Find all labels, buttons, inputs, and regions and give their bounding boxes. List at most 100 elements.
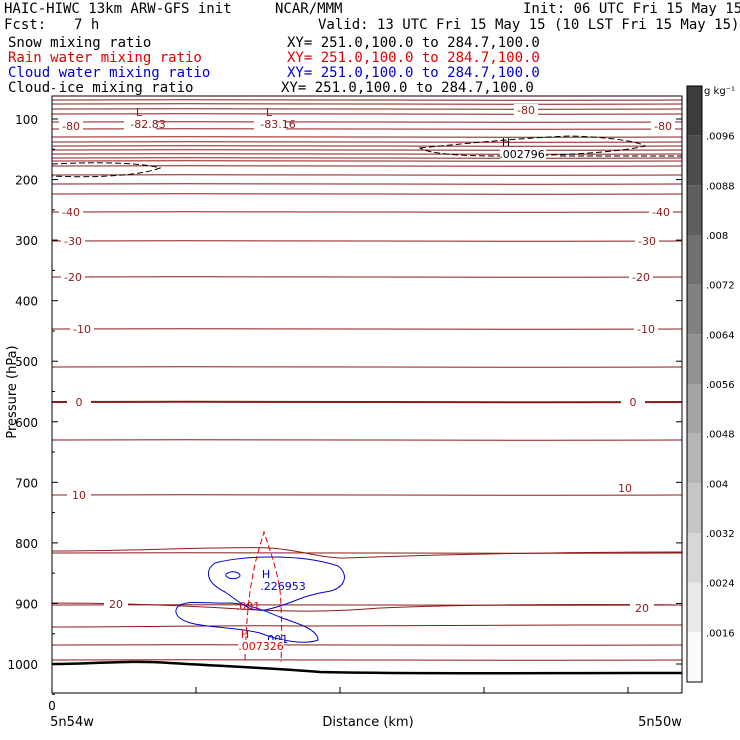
ice-max-marker: H	[502, 136, 510, 149]
temperature-label: -30	[64, 235, 82, 248]
init-time: Init: 06 UTC Fri 15 May 15	[523, 1, 740, 17]
colorbar-tick-label: .0096	[706, 132, 735, 143]
temperature-label-bg	[61, 235, 85, 247]
temperature-label: -20	[632, 271, 650, 284]
y-tick-label: 200	[15, 174, 38, 188]
field-name-snow: Snow mixing ratio	[8, 35, 152, 51]
temperature-label: -10	[637, 323, 655, 336]
cloud-water-max-marker: H	[262, 568, 270, 581]
temperature-label-bg	[67, 489, 91, 501]
temperature-contour-line	[51, 160, 683, 162]
low-value: -82.83	[130, 118, 165, 131]
temperature-label: 20	[109, 598, 123, 611]
colorbar-tick-label: .0056	[706, 380, 735, 391]
temperature-contour-line	[51, 113, 683, 115]
temperature-label-bg	[651, 120, 675, 132]
temperature-contour-line	[51, 439, 683, 441]
x-end-label-right: 5n50w	[638, 715, 682, 730]
colorbar-tick-label: .0032	[706, 529, 735, 540]
temperature-contour-line	[51, 328, 683, 330]
temperature-contour-line	[51, 659, 683, 661]
low-value-bg	[254, 119, 286, 130]
temperature-label: -80	[62, 120, 80, 133]
temperature-contour-line	[51, 108, 683, 110]
temperature-contour-line	[51, 145, 683, 147]
field-xy-rain: XY= 251.0,100.0 to 284.7,100.0	[287, 50, 540, 66]
x-tick-label: 0	[48, 699, 56, 713]
temperature-contour-line	[51, 141, 683, 143]
temperature-contour-line	[51, 149, 683, 151]
temperature-label-bg	[621, 396, 645, 408]
y-tick-label: 1000	[7, 658, 38, 672]
temperature-contour-line	[51, 552, 683, 554]
temperature-contour-line	[51, 103, 683, 105]
field-name-cloud-ice: Cloud ice mixing ratio	[8, 80, 194, 96]
colorbar-tick-label: .0016	[706, 628, 735, 639]
y-axis-title: Pressure (hPa)	[5, 345, 20, 438]
y-tick-label: 700	[15, 476, 38, 490]
y-tick-label: 900	[15, 597, 38, 611]
colorbar-segment	[687, 632, 702, 682]
temperature-contour-line	[51, 624, 683, 628]
temperature-label-bg	[613, 482, 637, 494]
ice-max-value: .002796	[499, 148, 545, 161]
field-xy-snow: XY= 251.0,100.0 to 284.7,100.0	[287, 35, 540, 51]
temperature-label: -30	[638, 235, 656, 248]
ice-max-bg	[500, 148, 546, 159]
temperature-contour-line	[51, 547, 683, 559]
colorbar-tick-label: .0048	[706, 430, 735, 441]
temperature-contours: -80 -80 -80 -40 -40 -30 -30 -20 -20 -10 -10 0 0 10 10 2…	[51, 99, 683, 661]
y-tick-label: 300	[15, 234, 38, 248]
x-end-label-left: 5n54w	[50, 715, 94, 730]
temperature-label-bg	[649, 206, 673, 218]
temperature-contour-line	[51, 276, 683, 278]
low-marker: L	[266, 106, 273, 119]
temperature-label-bg	[635, 235, 659, 247]
y-tick-label: 600	[15, 416, 38, 430]
temperature-label-bg	[634, 323, 658, 335]
rain-water-contour	[244, 530, 283, 663]
colorbar-segment	[687, 135, 702, 186]
colorbar-segment	[687, 433, 702, 484]
temperature-label-bg	[61, 271, 85, 283]
temperature-contour-line	[51, 366, 683, 368]
temperature-label-bg	[629, 271, 653, 283]
low-value-bg	[124, 119, 156, 130]
cloud-water-max-bg	[260, 580, 306, 591]
colorbar-border	[686, 85, 703, 683]
temperature-contour-line	[51, 211, 683, 213]
temperature-contour-line	[51, 602, 683, 612]
temperature-contour-line	[51, 157, 683, 159]
temperature-contour-line	[51, 174, 683, 176]
field-xy-cloud-ice: XY= 251.0,100.0 to 284.7,100.0	[281, 80, 534, 96]
temperature-contour-line	[51, 240, 683, 242]
colorbar-segment	[687, 483, 702, 533]
fcst-value: 7 h	[74, 17, 100, 33]
temperature-label-bg	[59, 120, 83, 132]
temperature-contour-line	[51, 153, 683, 155]
temperature-contour-line	[51, 193, 683, 195]
terrain-line	[51, 660, 683, 675]
y-tick-label: 500	[15, 355, 38, 369]
colorbar-tick-label: .0088	[706, 181, 735, 192]
temperature-label-bg	[67, 396, 91, 408]
cloud-ice-contour	[418, 135, 647, 157]
low-marker: L	[136, 106, 143, 119]
temperature-label: 0	[630, 396, 637, 409]
temperature-label: -80	[517, 104, 535, 117]
temperature-contour-line	[51, 494, 683, 496]
plot-border	[51, 95, 683, 694]
field-name-rain: Rain water mixing ratio	[8, 50, 202, 66]
colorbar-segment	[687, 284, 702, 335]
x-axis-title: Distance (km)	[322, 715, 413, 730]
temperature-label: -20	[64, 271, 82, 284]
temperature-label: 10	[618, 482, 632, 495]
temperature-contour-line	[51, 400, 683, 404]
temperature-label: -10	[73, 323, 91, 336]
low-value: -83.16	[260, 118, 295, 131]
temperature-label: -40	[652, 206, 670, 219]
colorbar-segment	[687, 235, 702, 285]
valid-time: Valid: 13 UTC Fri 15 May 15 (10 LST Fri …	[318, 17, 740, 33]
